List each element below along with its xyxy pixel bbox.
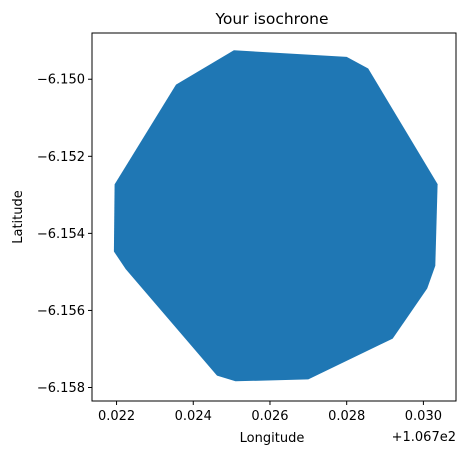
- axes-frame: [91, 32, 457, 402]
- y-tick-label: −6.158: [37, 381, 85, 396]
- x-axis: 0.022 0.024 0.026 0.028 0.030: [98, 401, 442, 424]
- plot-area: [113, 50, 438, 382]
- chart-title: Your isochrone: [214, 10, 328, 28]
- x-tick-label: 0.022: [98, 409, 135, 424]
- x-tick-label: 0.024: [175, 409, 212, 424]
- y-tick-label: −6.156: [37, 304, 85, 319]
- x-tick-label: 0.026: [251, 409, 288, 424]
- x-axis-label: Longitude: [240, 431, 305, 446]
- x-tick-label: 0.028: [328, 409, 365, 424]
- y-axis: −6.150 −6.152 −6.154 −6.156 −6.158: [37, 73, 92, 396]
- x-offset-label: +1.067e2: [392, 430, 456, 445]
- y-tick-label: −6.152: [37, 150, 85, 165]
- isochrone-polygon: [113, 50, 438, 382]
- y-tick-label: −6.154: [37, 227, 85, 242]
- y-axis-label: Latitude: [11, 190, 26, 244]
- x-tick-label: 0.030: [405, 409, 442, 424]
- y-tick-label: −6.150: [37, 73, 85, 88]
